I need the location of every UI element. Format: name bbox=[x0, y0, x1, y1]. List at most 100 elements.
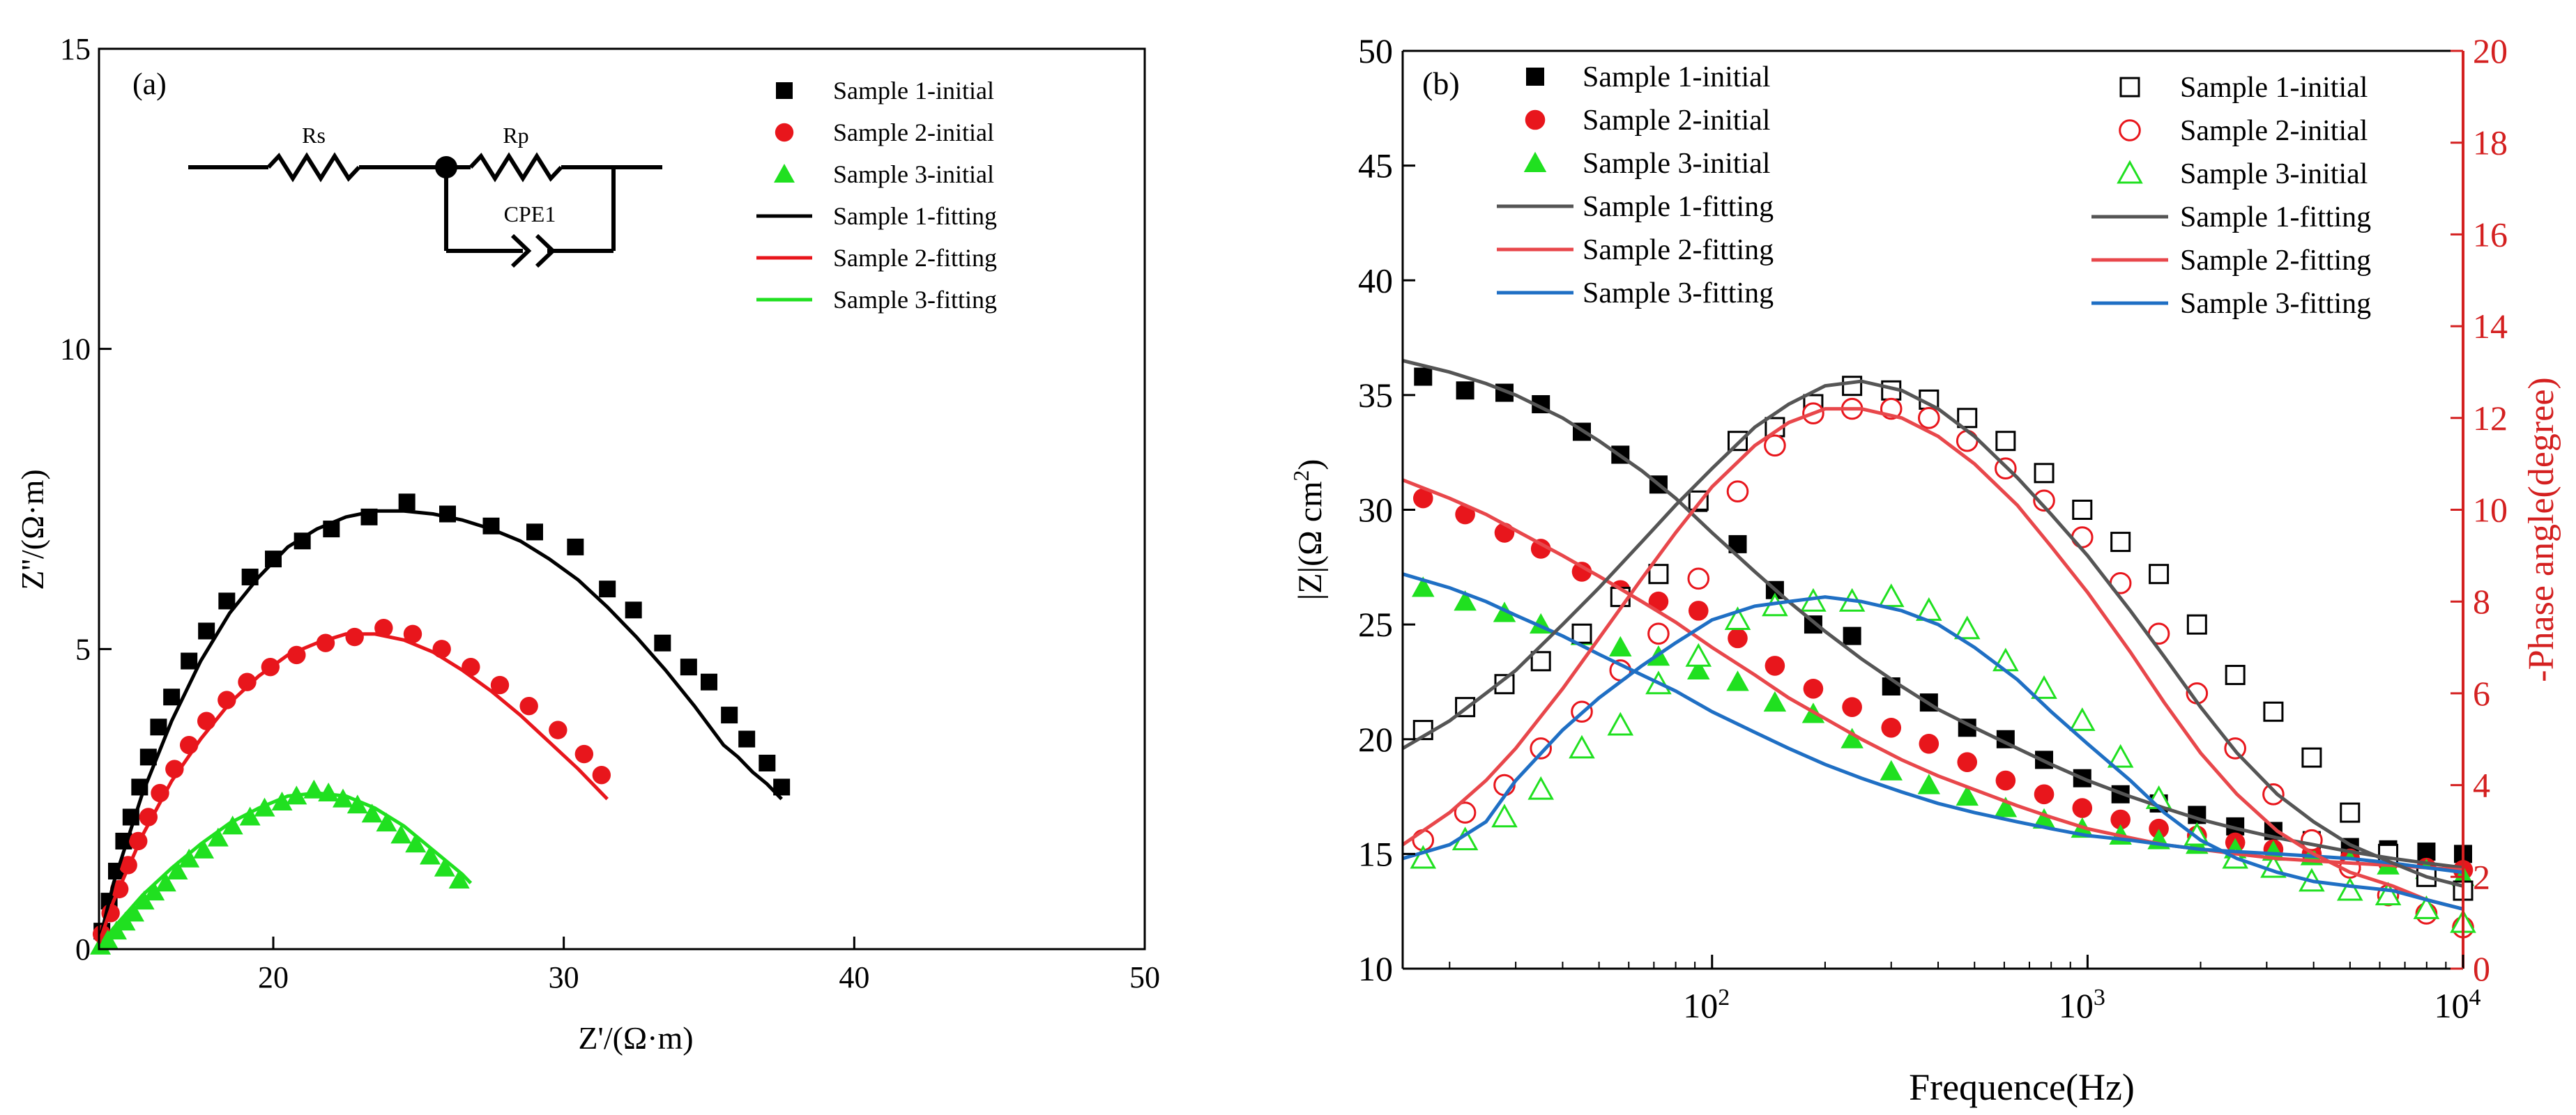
sample-3-initial-point bbox=[448, 869, 470, 889]
panel-b-left-axis-title-close: ) bbox=[1292, 459, 1329, 470]
circuit-resistor-rs bbox=[266, 152, 361, 183]
circuit-label-rp: Rp bbox=[503, 123, 528, 148]
sample-3-initial-phase-point bbox=[1685, 643, 1712, 667]
panel-b-legend-left-marker bbox=[1526, 68, 1544, 86]
sample-3-initial-point bbox=[144, 882, 165, 901]
sample-3-initial-point bbox=[222, 815, 243, 835]
sample-3-initial-z--point bbox=[1609, 636, 1632, 657]
sample-1-initial-z--point bbox=[2417, 843, 2436, 861]
panel-a-legend-label: Sample 3-initial bbox=[833, 160, 994, 188]
sample-3-initial-phase-point bbox=[2336, 877, 2363, 901]
panel-a-y-tick-label: 0 bbox=[75, 932, 91, 967]
panel-b-legend-left-marker bbox=[1523, 151, 1547, 172]
panel-b-axes: 102 103 1041015202530354045500246810121416… bbox=[1358, 31, 2508, 1025]
sample-3-initial-phase-point bbox=[2107, 744, 2134, 768]
panel-b-x-tick-label: 103 bbox=[2059, 985, 2105, 1026]
sample-1-initial-phase-point bbox=[2340, 802, 2361, 823]
sample-2-initial-z--point bbox=[1530, 539, 1551, 559]
equivalent-circuit-diagram bbox=[188, 152, 662, 268]
sample-3-initial-phase-point bbox=[2031, 675, 2057, 699]
sample-3-initial-phase-point bbox=[2413, 895, 2440, 919]
sample-2-fitting-phase-curve bbox=[1401, 407, 2464, 911]
panel-a-label: (a) bbox=[132, 67, 167, 101]
sample-1-initial-point bbox=[218, 592, 236, 610]
sample-3-initial-z--point bbox=[1880, 760, 1903, 780]
sample-2-initial-phase-point bbox=[1530, 737, 1552, 760]
sample-3-initial-z--point bbox=[1840, 728, 1864, 748]
sample-1-initial-phase-point bbox=[1727, 431, 1748, 452]
sample-1-initial-point bbox=[181, 652, 198, 670]
panel-a-legend-label: Sample 3-fitting bbox=[833, 286, 997, 314]
panel-a-legend-label: Sample 1-fitting bbox=[833, 202, 997, 230]
panel-b-right-tick-label: 10 bbox=[2473, 491, 2508, 530]
sample-1-initial-phase-point bbox=[2034, 463, 2055, 484]
sample-3-initial-point bbox=[420, 845, 441, 865]
sample-1-initial-phase-point bbox=[2072, 500, 2093, 520]
panel-b-left-axis-title: |Z|(Ω cm2) bbox=[1288, 459, 1329, 601]
sample-1-initial-point bbox=[265, 551, 282, 568]
panel-b-x-tick-exponent: 3 bbox=[2094, 985, 2105, 1010]
panel-b-right-tick-label: 6 bbox=[2473, 674, 2490, 713]
circuit-label-cpe: CPE1 bbox=[504, 201, 556, 226]
sample-1-fitting-curve bbox=[97, 509, 783, 944]
sample-3-initial-z--point bbox=[1412, 576, 1435, 597]
panel-b-x-tick-base: 10 bbox=[2434, 986, 2469, 1025]
sample-2-initial-point bbox=[519, 696, 538, 716]
panel-b-label: (b) bbox=[1422, 66, 1460, 101]
sample-2-initial-point bbox=[165, 760, 184, 778]
circuit-cpe-symbol-left bbox=[510, 233, 532, 268]
sample-1-initial-point bbox=[701, 673, 717, 691]
sample-1-initial-z--point bbox=[1414, 367, 1433, 386]
panel-b-left-tick-label: 25 bbox=[1358, 605, 1393, 644]
panel-b-legend-right-label: Sample 1-fitting bbox=[2180, 201, 2371, 233]
sample-1-initial-phase-point bbox=[1957, 408, 1978, 429]
panel-b-right-tick-label: 2 bbox=[2473, 857, 2490, 896]
panel-b-x-tick-label: 102 bbox=[1683, 985, 1730, 1026]
panel-b-left-tick-label: 40 bbox=[1358, 261, 1393, 300]
panel-a-frame bbox=[98, 47, 1146, 951]
sample-2-initial-z--point bbox=[1648, 591, 1669, 612]
sample-2-initial-z--point bbox=[1571, 562, 1592, 582]
sample-3-initial-point bbox=[207, 827, 229, 847]
sample-2-initial-z--point bbox=[1455, 504, 1475, 525]
panel-a-y-tick-label: 15 bbox=[60, 32, 91, 66]
sample-1-initial-z--point bbox=[1843, 626, 1861, 645]
panel-b-legend-left-marker bbox=[1525, 109, 1546, 130]
sample-2-initial-z--point bbox=[1995, 770, 2016, 791]
panel-b-legend-left-label: Sample 3-initial bbox=[1583, 148, 1770, 180]
panel-a-y-axis-title: Z''/(Ω·m) bbox=[15, 469, 50, 590]
panel-b-legend-left-label: Sample 2-initial bbox=[1583, 105, 1770, 137]
sample-1-initial-point bbox=[150, 718, 167, 736]
sample-2-initial-point bbox=[374, 618, 393, 638]
sample-2-initial-point bbox=[592, 766, 611, 785]
sample-2-initial-z--point bbox=[1803, 679, 1824, 699]
panel-b-legend-right-label: Sample 2-initial bbox=[2180, 115, 2368, 147]
sample-1-initial-phase-point bbox=[2263, 701, 2284, 722]
sample-3-initial-point bbox=[361, 803, 383, 823]
sample-3-initial-z--point bbox=[1917, 774, 1941, 794]
circuit-resistor-rp bbox=[468, 152, 563, 183]
panel-b-legend-right-label: Sample 1-initial bbox=[2180, 72, 2368, 104]
sample-2-initial-z--point bbox=[1765, 656, 1785, 676]
sample-1-initial-phase-point bbox=[2110, 532, 2131, 553]
sample-3-initial-point bbox=[167, 861, 188, 880]
panel-b-legend-right-marker bbox=[2117, 160, 2143, 184]
sample-1-initial-point bbox=[759, 754, 776, 771]
sample-3-initial-point bbox=[405, 833, 427, 853]
panel-a-legend: Sample 1-initial Sample 2-initial Sample 3… bbox=[756, 77, 997, 314]
sample-3-fitting-curve bbox=[97, 791, 473, 951]
sample-3-initial-z--point bbox=[1454, 590, 1477, 611]
panel-b-right-tick-label: 18 bbox=[2473, 123, 2508, 162]
sample-2-initial-point bbox=[490, 675, 510, 695]
panel-b-right-tick-label: 20 bbox=[2473, 31, 2508, 70]
sample-2-initial-z--point bbox=[2149, 818, 2169, 839]
sample-2-initial-phase-point bbox=[1454, 801, 1477, 824]
sample-2-initial-z--point bbox=[1919, 734, 1939, 754]
panel-b-left-tick-label: 30 bbox=[1358, 491, 1393, 530]
panel-b-right-tick-label: 16 bbox=[2473, 215, 2508, 254]
sample-3-initial-z--point bbox=[1726, 670, 1749, 691]
sample-3-initial-phase-point bbox=[1953, 615, 1981, 640]
panel-b-legend-left-label: Sample 1-fitting bbox=[1583, 191, 1774, 223]
sample-3-initial-point bbox=[346, 794, 368, 814]
